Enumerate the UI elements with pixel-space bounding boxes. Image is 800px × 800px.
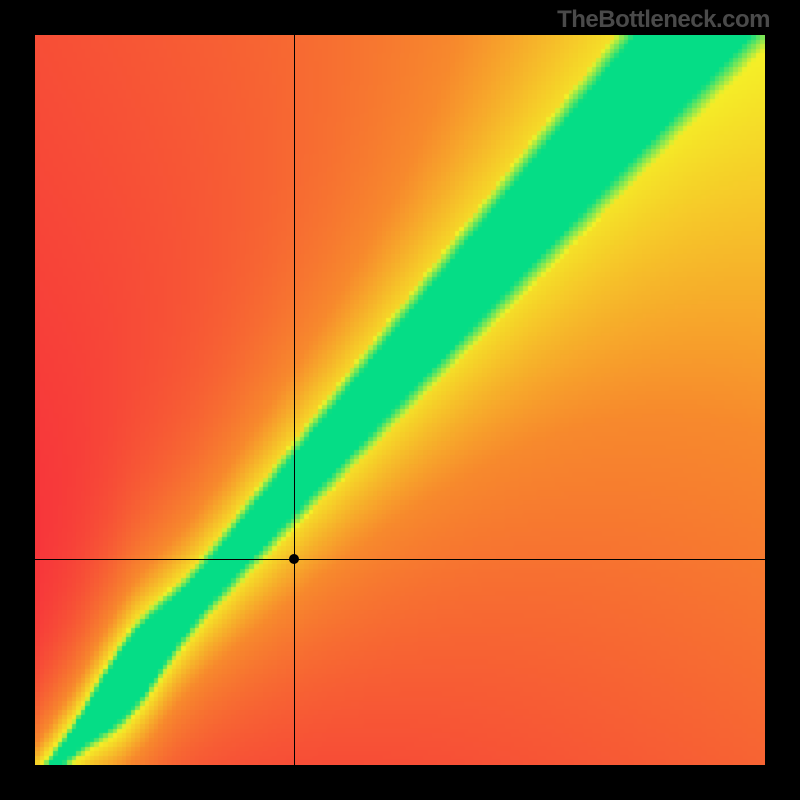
heatmap-canvas [35, 35, 765, 765]
crosshair-vertical [294, 35, 295, 765]
watermark-text: TheBottleneck.com [557, 6, 770, 34]
crosshair-horizontal [35, 559, 765, 560]
crosshair-marker [289, 554, 299, 564]
chart-container: TheBottleneck.com [0, 0, 800, 800]
